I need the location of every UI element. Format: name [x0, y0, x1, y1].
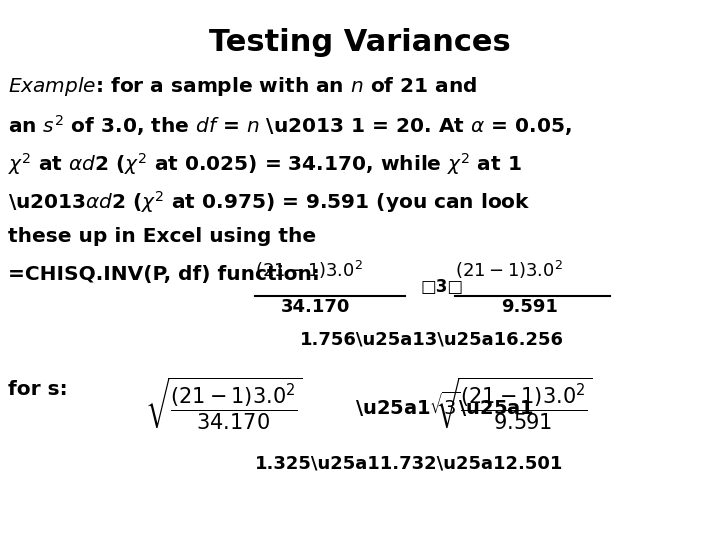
Text: =CHISQ.INV(​P, df​) function:: =CHISQ.INV(​P, df​) function: — [8, 265, 320, 284]
Text: $(21-1)3.0^2$: $(21-1)3.0^2$ — [455, 259, 563, 281]
Text: 1.325\u25a11.732\u25a12.501: 1.325\u25a11.732\u25a12.501 — [255, 455, 563, 473]
Text: \u2013$\mathit{\alpha d}$2 ($\chi^2$ at 0.975) = 9.591 (you can look: \u2013$\mathit{\alpha d}$2 ($\chi^2$ at … — [8, 189, 531, 215]
Text: $(21-1)3.0^2$: $(21-1)3.0^2$ — [255, 259, 363, 281]
Text: these up in Excel using the: these up in Excel using the — [8, 227, 316, 246]
Text: 34.170: 34.170 — [280, 298, 350, 316]
Text: $\chi^2$ at $\mathit{\alpha d}$2 ($\chi^2$ at 0.025) = 34.170, while $\chi^2$ at: $\chi^2$ at $\mathit{\alpha d}$2 ($\chi^… — [8, 151, 522, 177]
Text: 9.591: 9.591 — [502, 298, 559, 316]
Text: 1.756\u25a13\u25a16.256: 1.756\u25a13\u25a16.256 — [300, 330, 564, 348]
Text: $\sqrt{\dfrac{(21-1)3.0^2}{34.170}}$: $\sqrt{\dfrac{(21-1)3.0^2}{34.170}}$ — [145, 375, 302, 431]
Text: □3□: □3□ — [420, 278, 463, 296]
Text: \u25a1$\sqrt{3}$\u25a1: \u25a1$\sqrt{3}$\u25a1 — [355, 390, 534, 419]
Text: an $\mathit{s}^2$ of 3.0, the $\mathit{df}$ = $\mathit{n}$ \u2013 1 = 20. At $\a: an $\mathit{s}^2$ of 3.0, the $\mathit{d… — [8, 113, 572, 138]
Text: $\mathit{Example}$: for a sample with an $\mathit{n}$ of 21 and: $\mathit{Example}$: for a sample with an… — [8, 75, 477, 98]
Text: for s:: for s: — [8, 380, 68, 399]
Text: Testing Variances: Testing Variances — [209, 28, 511, 57]
Text: $\sqrt{\dfrac{(21-1)3.0^2}{9.591}}$: $\sqrt{\dfrac{(21-1)3.0^2}{9.591}}$ — [435, 375, 593, 431]
